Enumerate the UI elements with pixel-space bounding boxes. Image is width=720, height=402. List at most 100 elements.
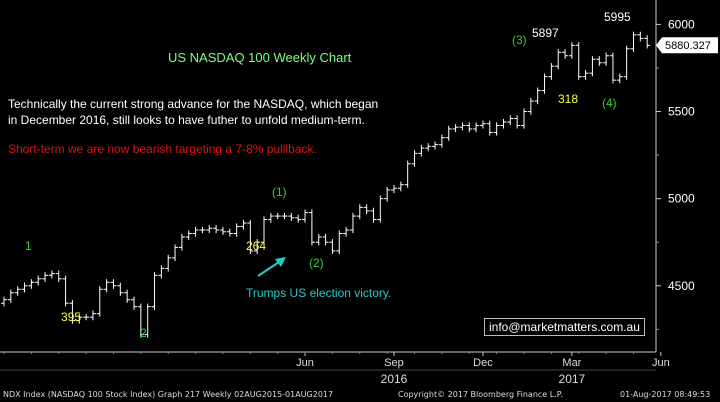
price-bar — [527, 97, 534, 115]
price-bar — [315, 233, 322, 246]
price-bar — [438, 134, 445, 148]
footer-timestamp: 01-Aug-2017 08:49:53 — [620, 390, 711, 399]
price-bar — [308, 209, 315, 246]
price-bar — [76, 314, 83, 324]
price-bar — [623, 45, 630, 80]
wave-4-paren-label: (4) — [602, 96, 617, 110]
price-bar — [596, 56, 603, 66]
current-price-tag — [656, 37, 718, 54]
price-bar — [637, 31, 644, 42]
chart-footer: NDX Index (NASDAQ 100 Stock Index) Graph… — [0, 388, 720, 402]
price-bar — [384, 186, 391, 202]
footer-copyright: Copyright© 2017 Bloomberg Finance L.P. — [398, 390, 563, 399]
price-bar — [35, 275, 42, 286]
price-bar — [548, 63, 555, 80]
price-bar — [48, 270, 55, 279]
price-bar — [541, 73, 548, 94]
price-bar — [254, 239, 261, 255]
price-bar — [329, 239, 336, 255]
price-bar — [302, 209, 309, 223]
price-bar — [521, 108, 527, 129]
price-bar — [117, 282, 124, 296]
price-bar — [110, 279, 117, 289]
contact-email[interactable]: info@marketmatters.com.au — [484, 318, 645, 336]
price-bar — [89, 310, 96, 321]
price-bar — [96, 286, 103, 317]
price-bar — [479, 120, 486, 129]
price-bar — [356, 204, 363, 220]
price-bar — [562, 49, 569, 59]
x-tick-label: Sep — [384, 357, 404, 369]
wave-2-paren-label: (2) — [309, 256, 324, 270]
year-label: 2016 — [381, 372, 408, 386]
price-bar — [411, 150, 418, 167]
price-bar — [144, 303, 151, 338]
year-label: 2017 — [559, 372, 586, 386]
price-bar — [630, 31, 637, 52]
price-bar — [555, 49, 562, 70]
price-bar — [466, 122, 473, 133]
price-bar — [42, 272, 49, 282]
price-bar — [21, 282, 28, 293]
price-bar — [425, 143, 432, 152]
y-tick-label: 5000 — [668, 192, 695, 206]
price-bar — [514, 115, 521, 129]
wave-2-label: 2 — [140, 326, 147, 340]
y-tick-label: 4500 — [668, 279, 695, 293]
y-tick-label: 5500 — [668, 105, 695, 119]
price-chart: 4500 5000 5500 6000 Jun Sep Dec Mar Jun 2016 2017 5… — [0, 0, 718, 386]
price-bar — [103, 279, 110, 293]
price-bar — [165, 254, 172, 272]
price-bar — [1, 296, 7, 307]
warning-text: Short-term we are now bearish targeting … — [8, 142, 317, 156]
price-bar — [432, 141, 439, 150]
price-bar — [178, 233, 185, 251]
current-price-label: 5880.327 — [665, 40, 711, 52]
price-bar — [14, 286, 21, 296]
price-bar — [343, 226, 350, 237]
wave-1-label: 1 — [25, 239, 32, 253]
price-bar — [452, 124, 459, 133]
price-bar — [363, 204, 370, 214]
price-bar — [349, 212, 356, 234]
chart-title: US NASDAQ 100 Weekly Chart — [168, 50, 352, 65]
price-bar — [295, 214, 302, 223]
price-bar — [151, 272, 158, 310]
election-note: Trumps US election victory. — [246, 286, 392, 300]
price-bar — [28, 279, 35, 289]
price-bar — [261, 216, 267, 246]
price-bar — [616, 73, 623, 84]
price-bar — [137, 303, 144, 338]
price-bar — [69, 300, 76, 324]
price-bar — [158, 265, 165, 279]
price-bar — [83, 314, 90, 321]
price-bar — [322, 233, 329, 246]
x-tick-label: Dec — [473, 357, 493, 369]
price-bar — [445, 125, 452, 141]
price-bar — [397, 181, 404, 192]
price-bar — [274, 212, 281, 220]
price-bar — [404, 160, 411, 188]
price-bar — [377, 195, 384, 223]
price-bar — [240, 219, 247, 230]
wave-1-paren-label: (1) — [272, 185, 287, 199]
price-bar — [370, 207, 377, 223]
low-395-label: 395 — [61, 310, 82, 324]
price-bar — [7, 289, 14, 303]
price-bar — [568, 42, 575, 59]
x-tick-label: Mar — [562, 357, 581, 369]
price-bar — [603, 52, 610, 66]
price-bar — [206, 225, 213, 234]
x-tick-label: Jun — [296, 357, 314, 369]
price-bar — [199, 226, 206, 234]
price-bar — [185, 230, 192, 241]
price-bar — [534, 87, 541, 105]
val-5897-label: 5897 — [532, 26, 559, 40]
price-bar — [500, 118, 507, 129]
price-bar — [336, 230, 343, 255]
price-bar — [281, 212, 288, 220]
val-264-label: 264 — [246, 239, 267, 253]
footer-index-info: NDX Index (NASDAQ 100 Stock Index) Graph… — [3, 390, 334, 399]
price-bar — [192, 226, 199, 237]
price-bar — [459, 122, 466, 131]
